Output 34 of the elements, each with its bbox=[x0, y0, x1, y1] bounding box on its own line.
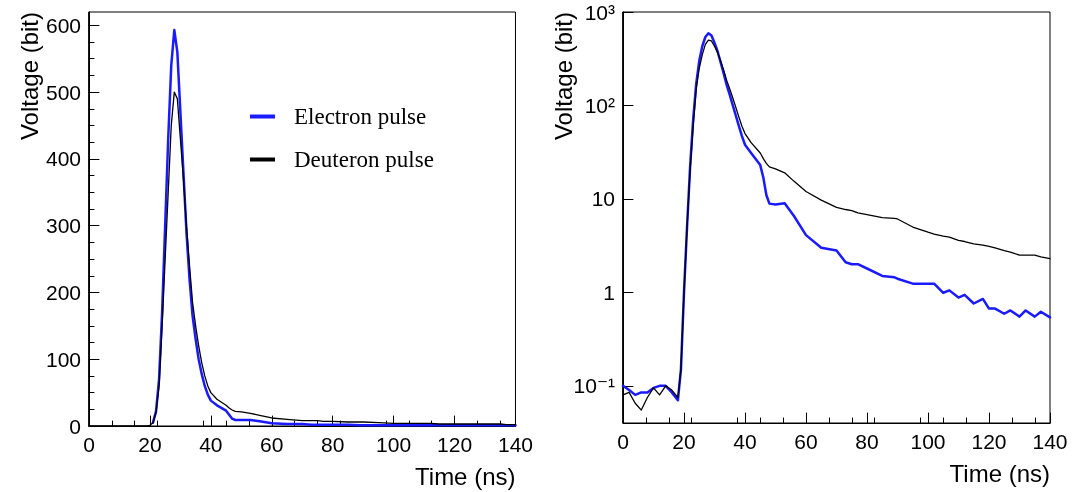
y-tick-label: 400 bbox=[45, 147, 81, 171]
y-tick-label: 500 bbox=[45, 80, 81, 104]
y-tick-label: 10 bbox=[591, 187, 615, 211]
y-tick-label: 300 bbox=[45, 214, 81, 238]
legend-label: Deuteron pulse bbox=[294, 147, 434, 172]
x-axis-title: Time (ns) bbox=[415, 462, 516, 490]
x-tick-label: 80 bbox=[855, 430, 879, 453]
x-tick-label: 0 bbox=[83, 433, 95, 456]
y-tick-label: 1 bbox=[603, 280, 615, 304]
x-tick-label: 100 bbox=[376, 433, 412, 456]
y-tick-label: 100 bbox=[45, 347, 81, 371]
y-axis-title: Voltage (bit) bbox=[549, 12, 577, 141]
x-axis-title: Time (ns) bbox=[949, 459, 1050, 487]
y-axis-title: Voltage (bit) bbox=[15, 12, 43, 141]
x-tick-label: 40 bbox=[199, 433, 223, 456]
x-tick-label: 0 bbox=[617, 430, 629, 453]
x-tick-label: 140 bbox=[1032, 430, 1068, 453]
y-tick-label: 10⁻¹ bbox=[573, 374, 616, 398]
x-tick-label: 100 bbox=[910, 430, 946, 453]
x-tick-label: 80 bbox=[321, 433, 345, 456]
x-tick-label: 140 bbox=[497, 433, 533, 456]
y-tick-label: 10² bbox=[584, 93, 615, 117]
x-tick-label: 20 bbox=[138, 433, 162, 456]
legend-label: Electron pulse bbox=[294, 104, 427, 129]
y-tick-label: 600 bbox=[45, 13, 81, 37]
x-tick-label: 40 bbox=[733, 430, 757, 453]
x-tick-label: 60 bbox=[260, 433, 284, 456]
x-tick-label: 60 bbox=[794, 430, 818, 453]
y-tick-label: 200 bbox=[45, 280, 81, 304]
y-tick-label: 10³ bbox=[584, 0, 615, 24]
x-tick-label: 120 bbox=[437, 433, 473, 456]
x-tick-label: 20 bbox=[672, 430, 696, 453]
y-tick-label: 0 bbox=[69, 414, 81, 438]
x-tick-label: 120 bbox=[971, 430, 1007, 453]
